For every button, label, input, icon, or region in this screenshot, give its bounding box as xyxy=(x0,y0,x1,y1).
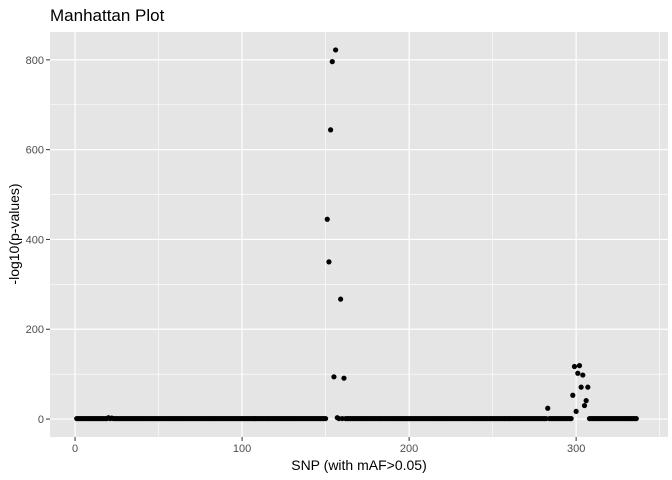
snp-point xyxy=(585,384,591,390)
minor-gridlines xyxy=(50,32,668,437)
plot-panel xyxy=(50,32,668,437)
x-axis-title: SNP (with mAF>0.05) xyxy=(291,457,427,473)
snp-point xyxy=(328,127,334,133)
chart-title: Manhattan Plot xyxy=(50,6,165,25)
x-tick-label: 300 xyxy=(567,443,585,455)
x-tick-label: 100 xyxy=(233,443,251,455)
snp-point xyxy=(329,59,335,65)
snp-point xyxy=(333,47,339,53)
y-tick-label: 0 xyxy=(38,414,44,426)
snp-point xyxy=(581,402,588,409)
snp-point xyxy=(109,415,115,421)
snp-point xyxy=(575,370,581,376)
snp-point xyxy=(331,374,337,380)
data-points xyxy=(74,47,639,422)
snp-point xyxy=(576,363,583,369)
y-tick-label: 800 xyxy=(26,55,44,67)
x-axis: 0 100 200 300 xyxy=(72,437,585,455)
y-tick-label: 200 xyxy=(26,324,44,336)
y-axis: 0 200 400 600 800 xyxy=(26,55,50,426)
snp-point xyxy=(341,375,347,381)
x-tick-label: 200 xyxy=(400,443,418,455)
snp-point xyxy=(580,372,586,378)
snp-point xyxy=(633,415,639,422)
y-tick-label: 600 xyxy=(26,145,44,157)
snp-point xyxy=(578,384,584,390)
snp-point xyxy=(322,415,329,422)
snp-point xyxy=(338,296,344,302)
snp-point xyxy=(334,415,340,421)
snp-point xyxy=(324,216,330,222)
snp-point xyxy=(568,415,574,422)
x-tick-label: 0 xyxy=(72,443,78,455)
snp-point xyxy=(571,363,578,370)
y-axis-title: -log10(p-values) xyxy=(6,183,22,284)
snp-point xyxy=(326,259,332,265)
snp-point xyxy=(545,405,551,411)
snp-point xyxy=(570,392,576,398)
y-tick-label: 400 xyxy=(26,234,44,246)
snp-point xyxy=(583,398,589,404)
snp-point xyxy=(573,408,579,415)
